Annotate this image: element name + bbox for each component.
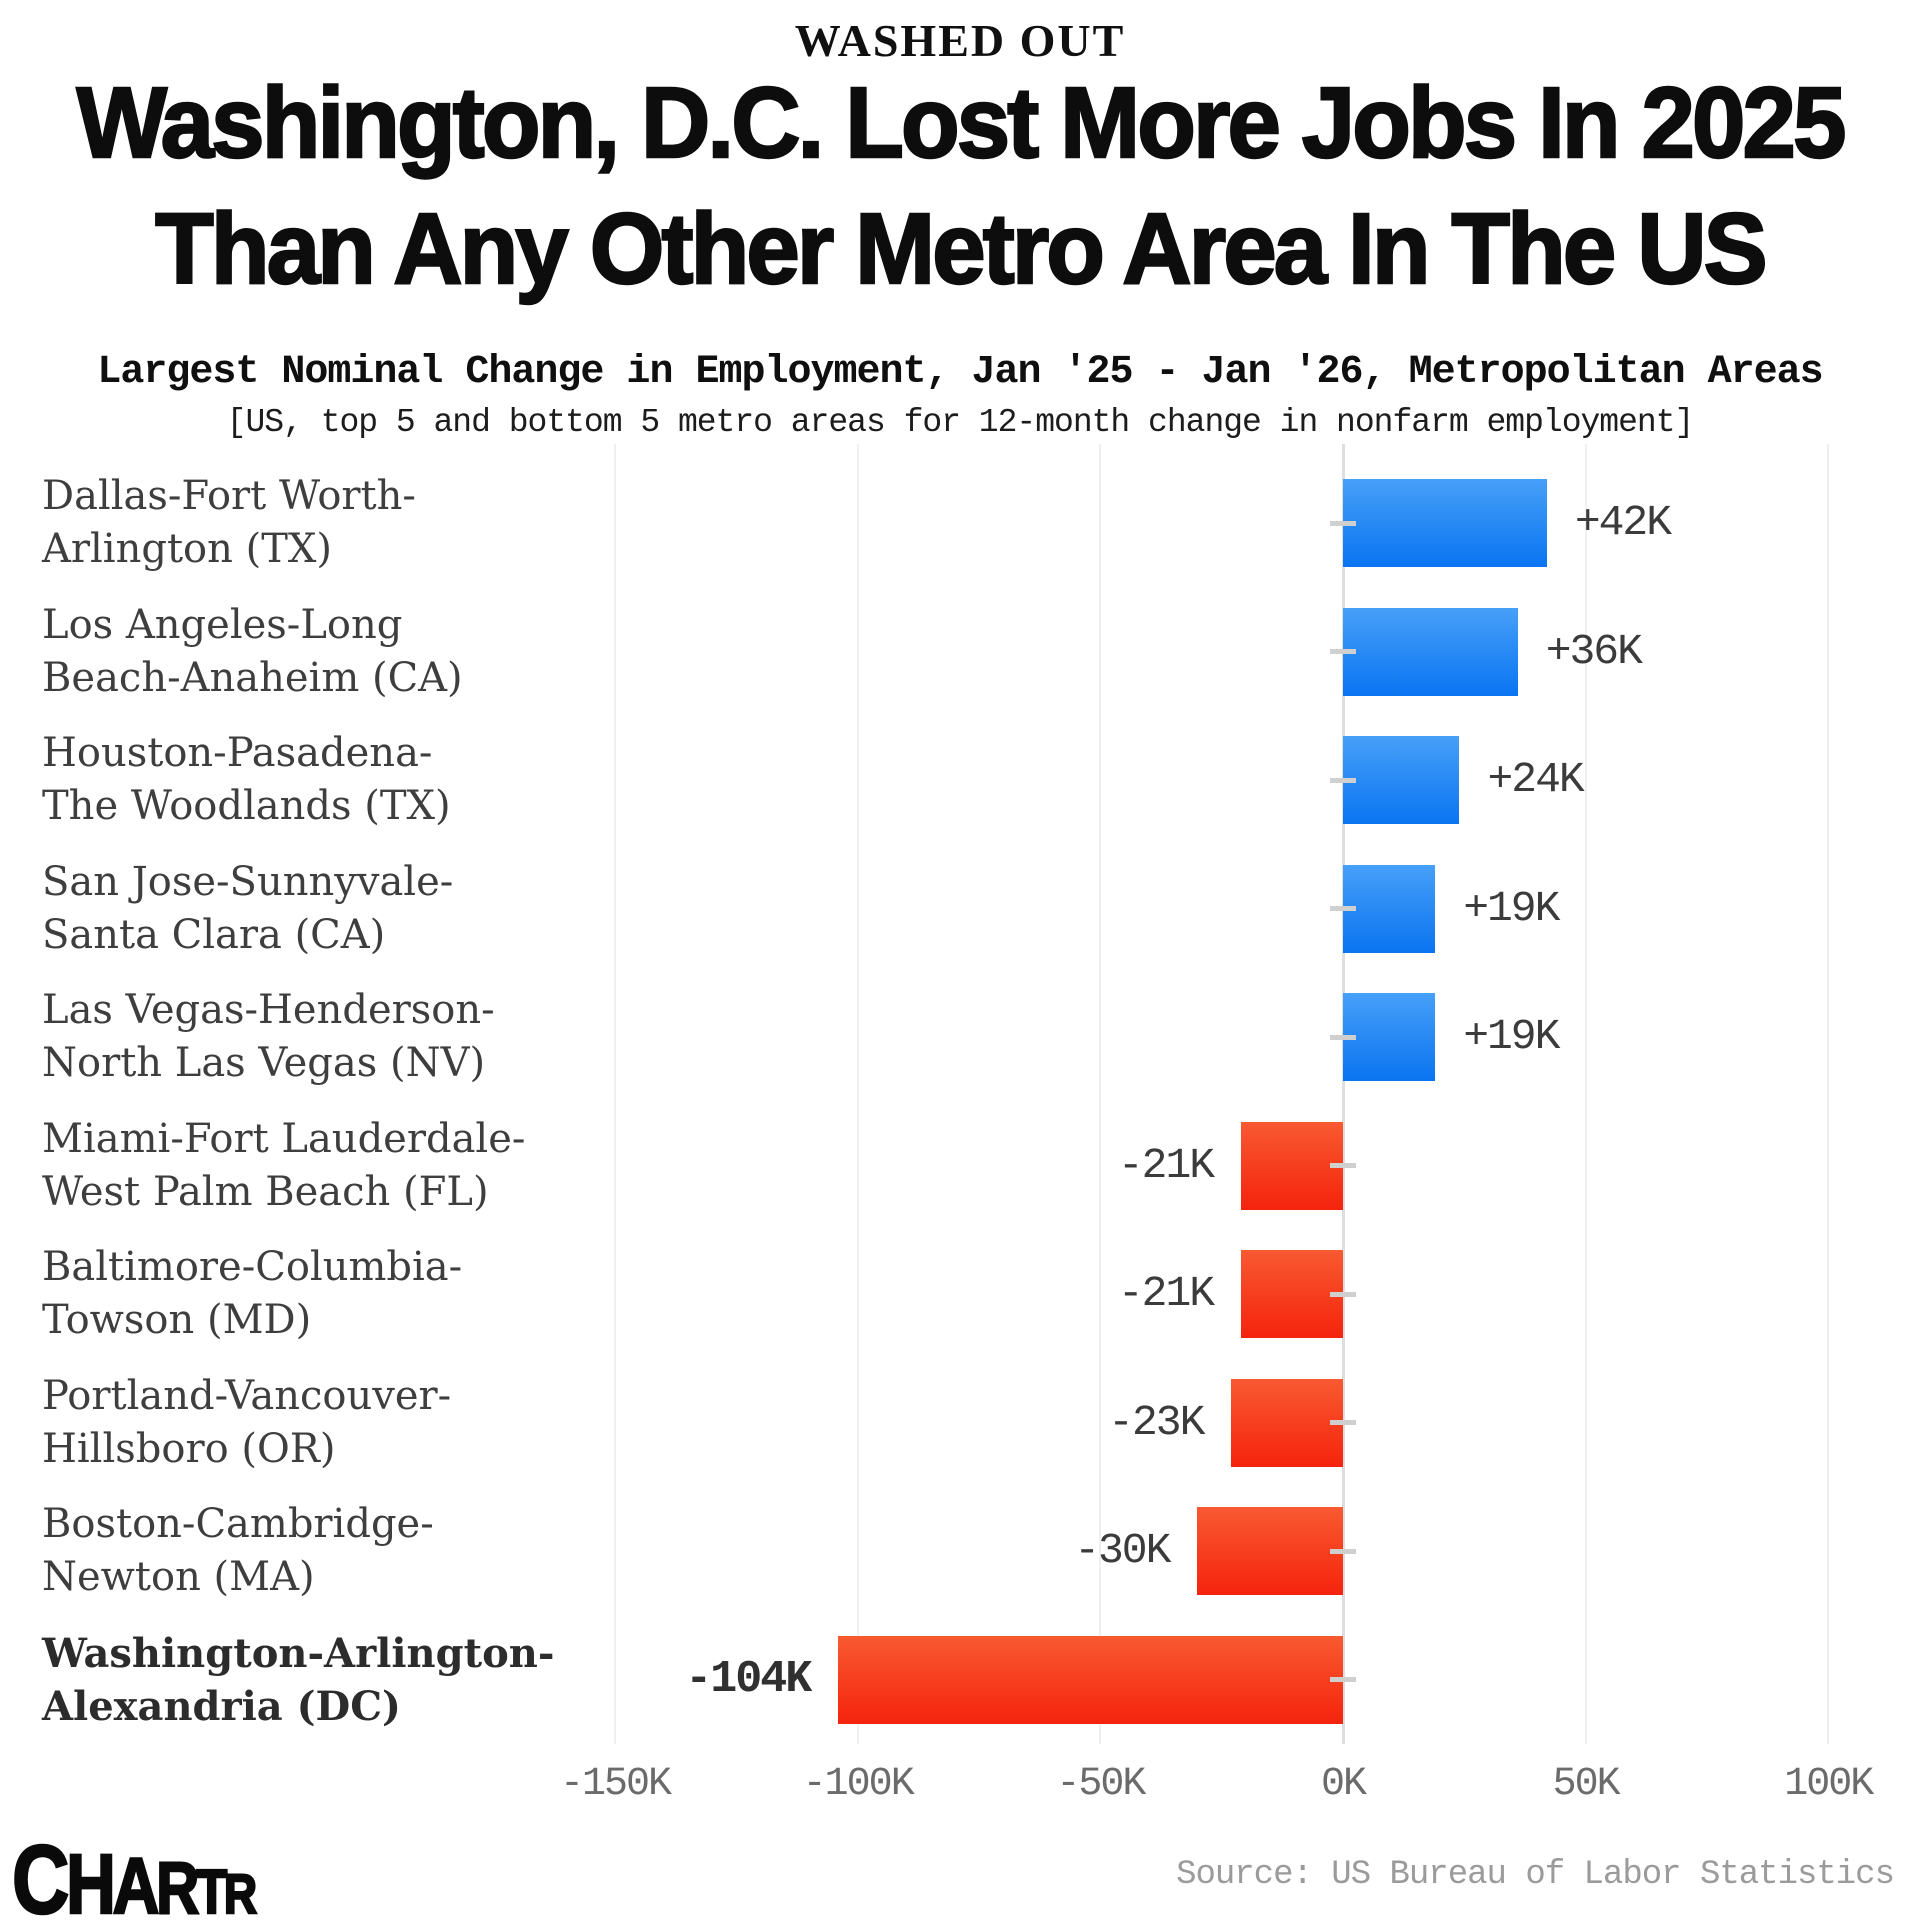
axis-tick-mark: [1330, 1677, 1356, 1682]
category-label: Boston-Cambridge- Newton (MA): [42, 1501, 434, 1600]
bar: [1241, 1121, 1343, 1210]
source-credit: Source: US Bureau of Labor Statistics: [1176, 1856, 1895, 1894]
axis-tick-mark: [1330, 649, 1356, 654]
gridline: [1584, 444, 1587, 1744]
page-title-line-1: Washington, D.C. Lost More Jobs In 2025: [75, 66, 1847, 180]
kicker: WASHED OUT: [794, 15, 1126, 66]
gridline: [614, 444, 617, 1744]
bar-value-label: +19K: [1463, 1012, 1560, 1061]
bar-value-label: -30K: [1074, 1526, 1171, 1575]
axis-tick-mark: [1330, 777, 1356, 783]
axis-tick-mark: [1330, 1548, 1356, 1554]
category-label: Miami-Fort Lauderdale- West Palm Beach (F…: [42, 1115, 526, 1215]
bar-value-label: -104K: [685, 1653, 812, 1705]
x-tick-label: 0K: [1320, 1762, 1367, 1807]
zero-axis-line: [1341, 444, 1345, 1744]
bar: [1231, 1378, 1343, 1467]
page-title-line-2: Than Any Other Metro Area In The US: [154, 192, 1769, 306]
axis-tick-mark: [1330, 1163, 1356, 1168]
category-label: Baltimore-Columbia- Towson (MD): [42, 1244, 463, 1343]
logo-letter: A: [112, 1841, 161, 1920]
bar: [838, 1635, 1343, 1724]
bar: [1343, 993, 1436, 1081]
logo-letter: H: [65, 1837, 117, 1920]
axis-tick-mark: [1330, 1420, 1356, 1425]
axis-tick-mark: [1330, 1034, 1356, 1040]
x-tick-label: 100K: [1784, 1762, 1874, 1807]
bar: [1343, 479, 1547, 567]
bar: [1343, 864, 1436, 953]
bar-value-label: -21K: [1117, 1140, 1215, 1190]
category-label: San Jose-Sunnyvale- Santa Clara (CA): [42, 858, 454, 958]
gridline: [856, 444, 859, 1744]
x-tick-label: 50K: [1552, 1762, 1621, 1807]
bar-value-label: -23K: [1108, 1397, 1205, 1447]
bar: [1343, 736, 1460, 824]
bar-value-label: -21K: [1117, 1269, 1215, 1318]
x-tick-label: -150K: [560, 1762, 672, 1807]
bar-value-label: +42K: [1574, 498, 1672, 547]
chart-subtitle: Largest Nominal Change in Employment, Ja…: [97, 350, 1823, 395]
bar: [1197, 1507, 1343, 1595]
logo-letter: T: [195, 1858, 228, 1920]
category-label: Los Angeles-Long Beach-Anaheim (CA): [42, 601, 463, 701]
bar-value-label: +36K: [1545, 626, 1643, 676]
logo-letter: R: [155, 1848, 200, 1920]
bar-value-label: +19K: [1463, 883, 1560, 933]
axis-tick-mark: [1330, 906, 1356, 911]
x-tick-label: -100K: [802, 1762, 915, 1807]
category-label: Portland-Vancouver- Hillsboro (OR): [42, 1372, 452, 1472]
x-tick-label: -50K: [1056, 1762, 1146, 1807]
axis-tick-mark: [1330, 520, 1356, 526]
chart-subnote: [US, top 5 and bottom 5 metro areas for …: [226, 404, 1695, 441]
logo-letter: C: [11, 1825, 71, 1920]
category-label: Dallas-Fort Worth- Arlington (TX): [42, 473, 416, 572]
gridline: [1827, 444, 1830, 1744]
category-label: Las Vegas-Henderson- North Las Vegas (NV): [42, 987, 495, 1086]
bar-value-label: +24K: [1487, 755, 1584, 804]
bar: [1343, 607, 1518, 696]
gridline: [1099, 444, 1102, 1744]
category-label: Houston-Pasadena- The Woodlands (TX): [42, 730, 451, 829]
logo-letter: R: [223, 1862, 258, 1920]
category-label: Washington-Arlington- Alexandria (DC): [42, 1629, 555, 1730]
axis-tick-mark: [1330, 1291, 1356, 1297]
bar: [1241, 1250, 1343, 1338]
